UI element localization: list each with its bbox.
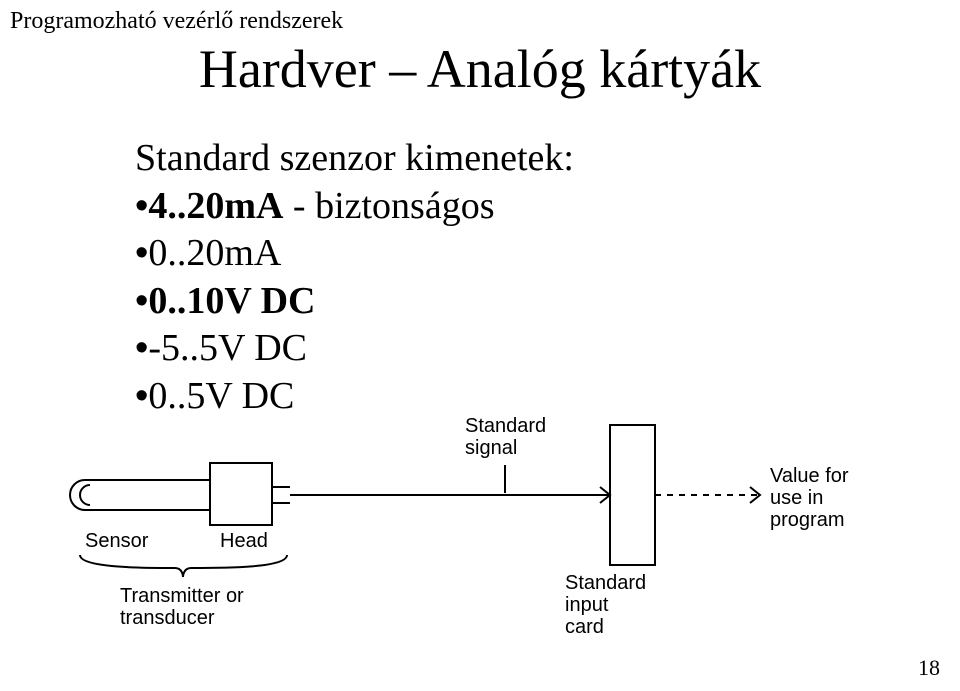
sensor-output-list: Standard szenzor kimenetek: •4..20mA - b…: [135, 135, 574, 420]
bullet-icon: •: [135, 280, 148, 322]
list-item-rest: 0..20mA: [148, 232, 281, 274]
bullet-icon: •: [135, 185, 148, 227]
list-item: •4..20mA - biztonságos: [135, 183, 574, 231]
sensor-diagram: Sensor Head Transmitter or transducer St…: [65, 405, 895, 640]
list-intro: Standard szenzor kimenetek:: [135, 135, 574, 183]
list-item: •0..10V DC: [135, 278, 574, 326]
label-standard-input-card: Standard input card: [565, 572, 646, 638]
label-value-for-program: Value for use in program: [770, 465, 849, 531]
page-number: 18: [918, 655, 940, 681]
page-title: Hardver – Analóg kártyák: [0, 38, 960, 100]
list-item: •-5..5V DC: [135, 325, 574, 373]
label-transmitter: Transmitter or transducer: [120, 585, 244, 629]
label-sensor: Sensor: [85, 530, 148, 552]
list-item-rest: - biztonságos: [283, 185, 494, 227]
list-item-rest: -5..5V DC: [148, 327, 307, 369]
bullet-icon: •: [135, 327, 148, 369]
page-header: Programozható vezérlő rendszerek: [10, 8, 343, 35]
label-head: Head: [220, 530, 268, 552]
bullet-icon: •: [135, 232, 148, 274]
list-item: •0..20mA: [135, 230, 574, 278]
label-standard-signal: Standard signal: [465, 415, 546, 459]
list-item-bold: 0..10V DC: [148, 280, 315, 322]
list-item-bold: 4..20mA: [148, 185, 283, 227]
